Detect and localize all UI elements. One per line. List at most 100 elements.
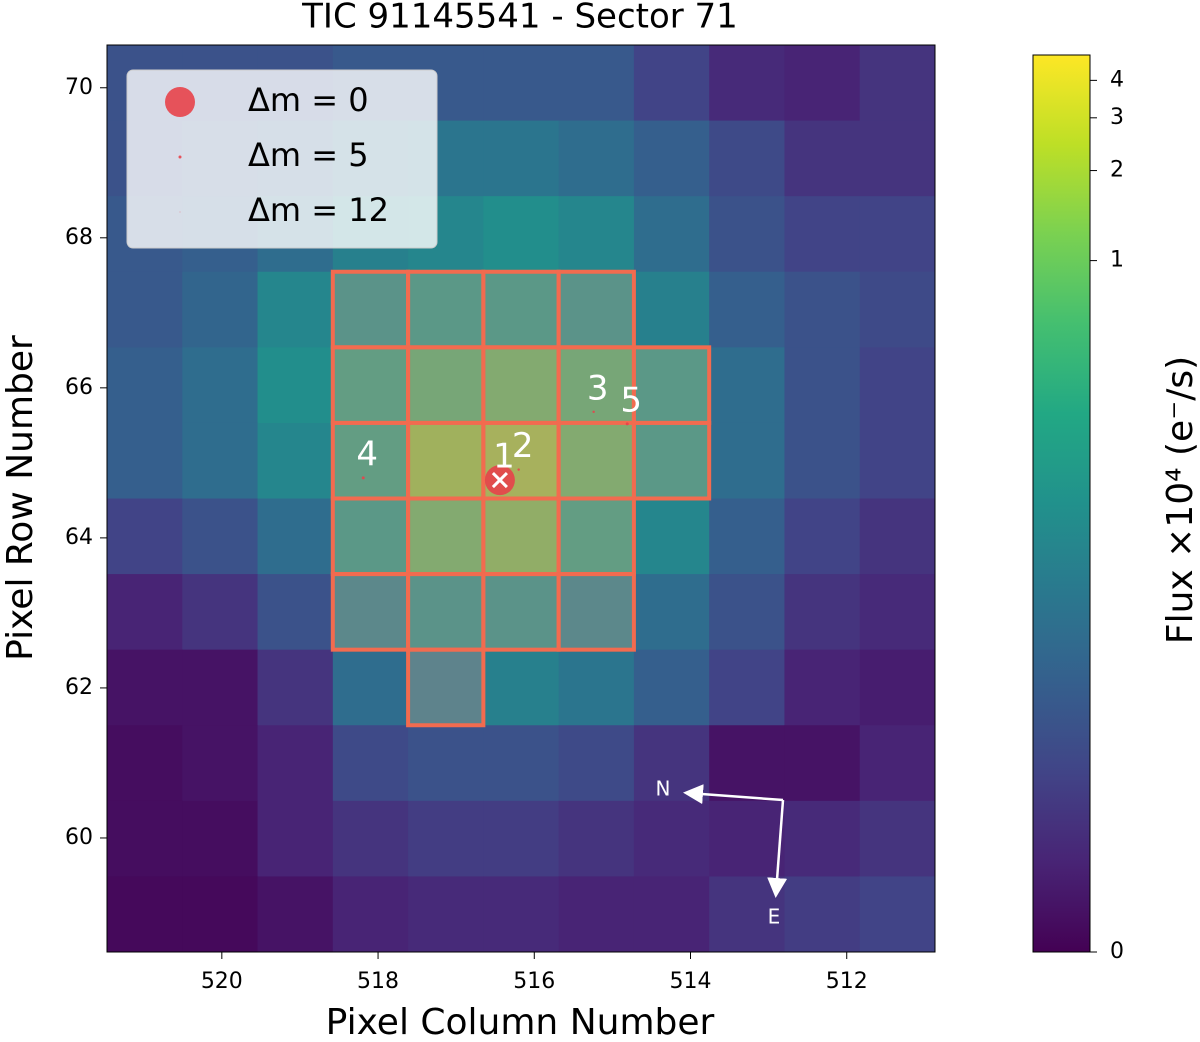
heatmap-cell (859, 120, 936, 197)
heatmap-cell (408, 725, 484, 802)
heatmap-cell (859, 574, 936, 651)
star-label: 4 (356, 434, 378, 474)
legend: Δm = 0 Δm = 5 Δm = 12 (126, 69, 438, 249)
aperture-pixel (481, 572, 561, 652)
star-label: 5 (620, 380, 642, 420)
aperture-pixel (481, 269, 561, 350)
aperture-pixel (406, 496, 486, 577)
heatmap-cell (182, 498, 259, 575)
x-axis-label: Pixel Column Number (326, 1002, 715, 1042)
aperture-pixel (406, 572, 486, 652)
y-tick-label: 64 (65, 525, 93, 550)
colorbar-tick-label: 4 (1110, 67, 1124, 92)
heatmap-cell (408, 876, 484, 953)
aperture-pixel (481, 345, 561, 425)
heatmap-cell (784, 196, 861, 273)
aperture-pixel (406, 269, 486, 350)
heatmap-cell (633, 45, 710, 122)
heatmap-cell (483, 196, 560, 273)
aperture-pixel (556, 269, 636, 350)
heatmap-cell (859, 347, 936, 424)
colorbar-tick-label: 1 (1110, 248, 1124, 273)
heatmap-cell (257, 498, 334, 575)
heatmap-cell (558, 120, 635, 197)
aperture-pixel (481, 496, 561, 577)
heatmap-cell (483, 800, 560, 877)
x-tick-label: 518 (357, 969, 399, 994)
heatmap-cell (182, 574, 259, 651)
heatmap-cell (408, 800, 484, 877)
heatmap-cell (107, 649, 183, 726)
heatmap-cell (483, 725, 560, 802)
heatmap-cell (784, 725, 861, 802)
y-axis-label: Pixel Row Number (0, 335, 41, 661)
heatmap-cell (107, 271, 183, 348)
colorbar-gradient (1032, 54, 1091, 953)
x-tick-label: 516 (513, 969, 555, 994)
heatmap-cell (558, 800, 635, 877)
heatmap-cell (182, 876, 259, 953)
heatmap-cell (633, 800, 710, 877)
heatmap-cell (784, 45, 861, 122)
star (517, 468, 520, 471)
legend-marker (179, 211, 181, 213)
heatmap-cell (709, 649, 785, 726)
y-tick-label: 66 (65, 375, 93, 400)
heatmap-cell (182, 271, 259, 348)
heatmap-cell (633, 725, 710, 802)
aperture-pixel (556, 496, 636, 577)
aperture (330, 269, 712, 728)
stars: 12 3 4 5 (356, 368, 642, 496)
aperture-pixel (556, 572, 636, 652)
heatmap-cell (182, 649, 259, 726)
compass-north: N (656, 777, 671, 801)
heatmap-cell (859, 196, 936, 273)
star-label: 1 (493, 437, 515, 477)
heatmap-cell (257, 574, 334, 651)
heatmap-cell (784, 498, 861, 575)
heatmap-cell (709, 196, 785, 273)
heatmap-cell (784, 574, 861, 651)
heatmap-cell (558, 876, 635, 953)
heatmap-cell (182, 725, 259, 802)
heatmap-cell (182, 422, 259, 499)
compass: N E (656, 777, 788, 929)
compass-arrow (767, 799, 788, 898)
heatmap-cell (633, 574, 710, 651)
plot-frame (106, 44, 936, 953)
aperture-pixel (406, 647, 486, 728)
star (592, 410, 595, 414)
heatmap-cell (784, 347, 861, 424)
colorbar-tick-label: 3 (1110, 105, 1124, 130)
legend-label: Δm = 12 (248, 191, 389, 229)
heatmap-cell (859, 271, 936, 348)
heatmap-cell (107, 347, 183, 424)
heatmap-cell (558, 45, 635, 122)
heatmap-cell (784, 876, 861, 953)
heatmap-cell (107, 574, 183, 651)
heatmap-cell (257, 649, 334, 726)
heatmap-cell (107, 725, 183, 802)
heatmap-cell (483, 649, 560, 726)
heatmap-cell (182, 800, 259, 877)
heatmap-cell (483, 45, 560, 122)
compass-arrow (683, 784, 784, 805)
aperture-pixel (631, 345, 712, 425)
heatmap-cell (859, 876, 936, 953)
x-tick-label: 514 (670, 969, 712, 994)
heatmap-cell (332, 876, 409, 953)
heatmap-cell (784, 422, 861, 499)
heatmap-cell (859, 725, 936, 802)
x-tick-label: 512 (826, 969, 868, 994)
star-label: 3 (587, 368, 609, 408)
heatmap-cell (784, 649, 861, 726)
aperture-pixel (330, 572, 411, 652)
aperture-pixel (330, 345, 411, 425)
heatmap-cell (633, 498, 710, 575)
heatmap-cell (257, 876, 334, 953)
chart-title: TIC 91145541 - Sector 71 (301, 0, 738, 37)
heatmap-cell (107, 422, 183, 499)
target-cross (491, 472, 508, 489)
heatmap-cell (257, 725, 334, 802)
